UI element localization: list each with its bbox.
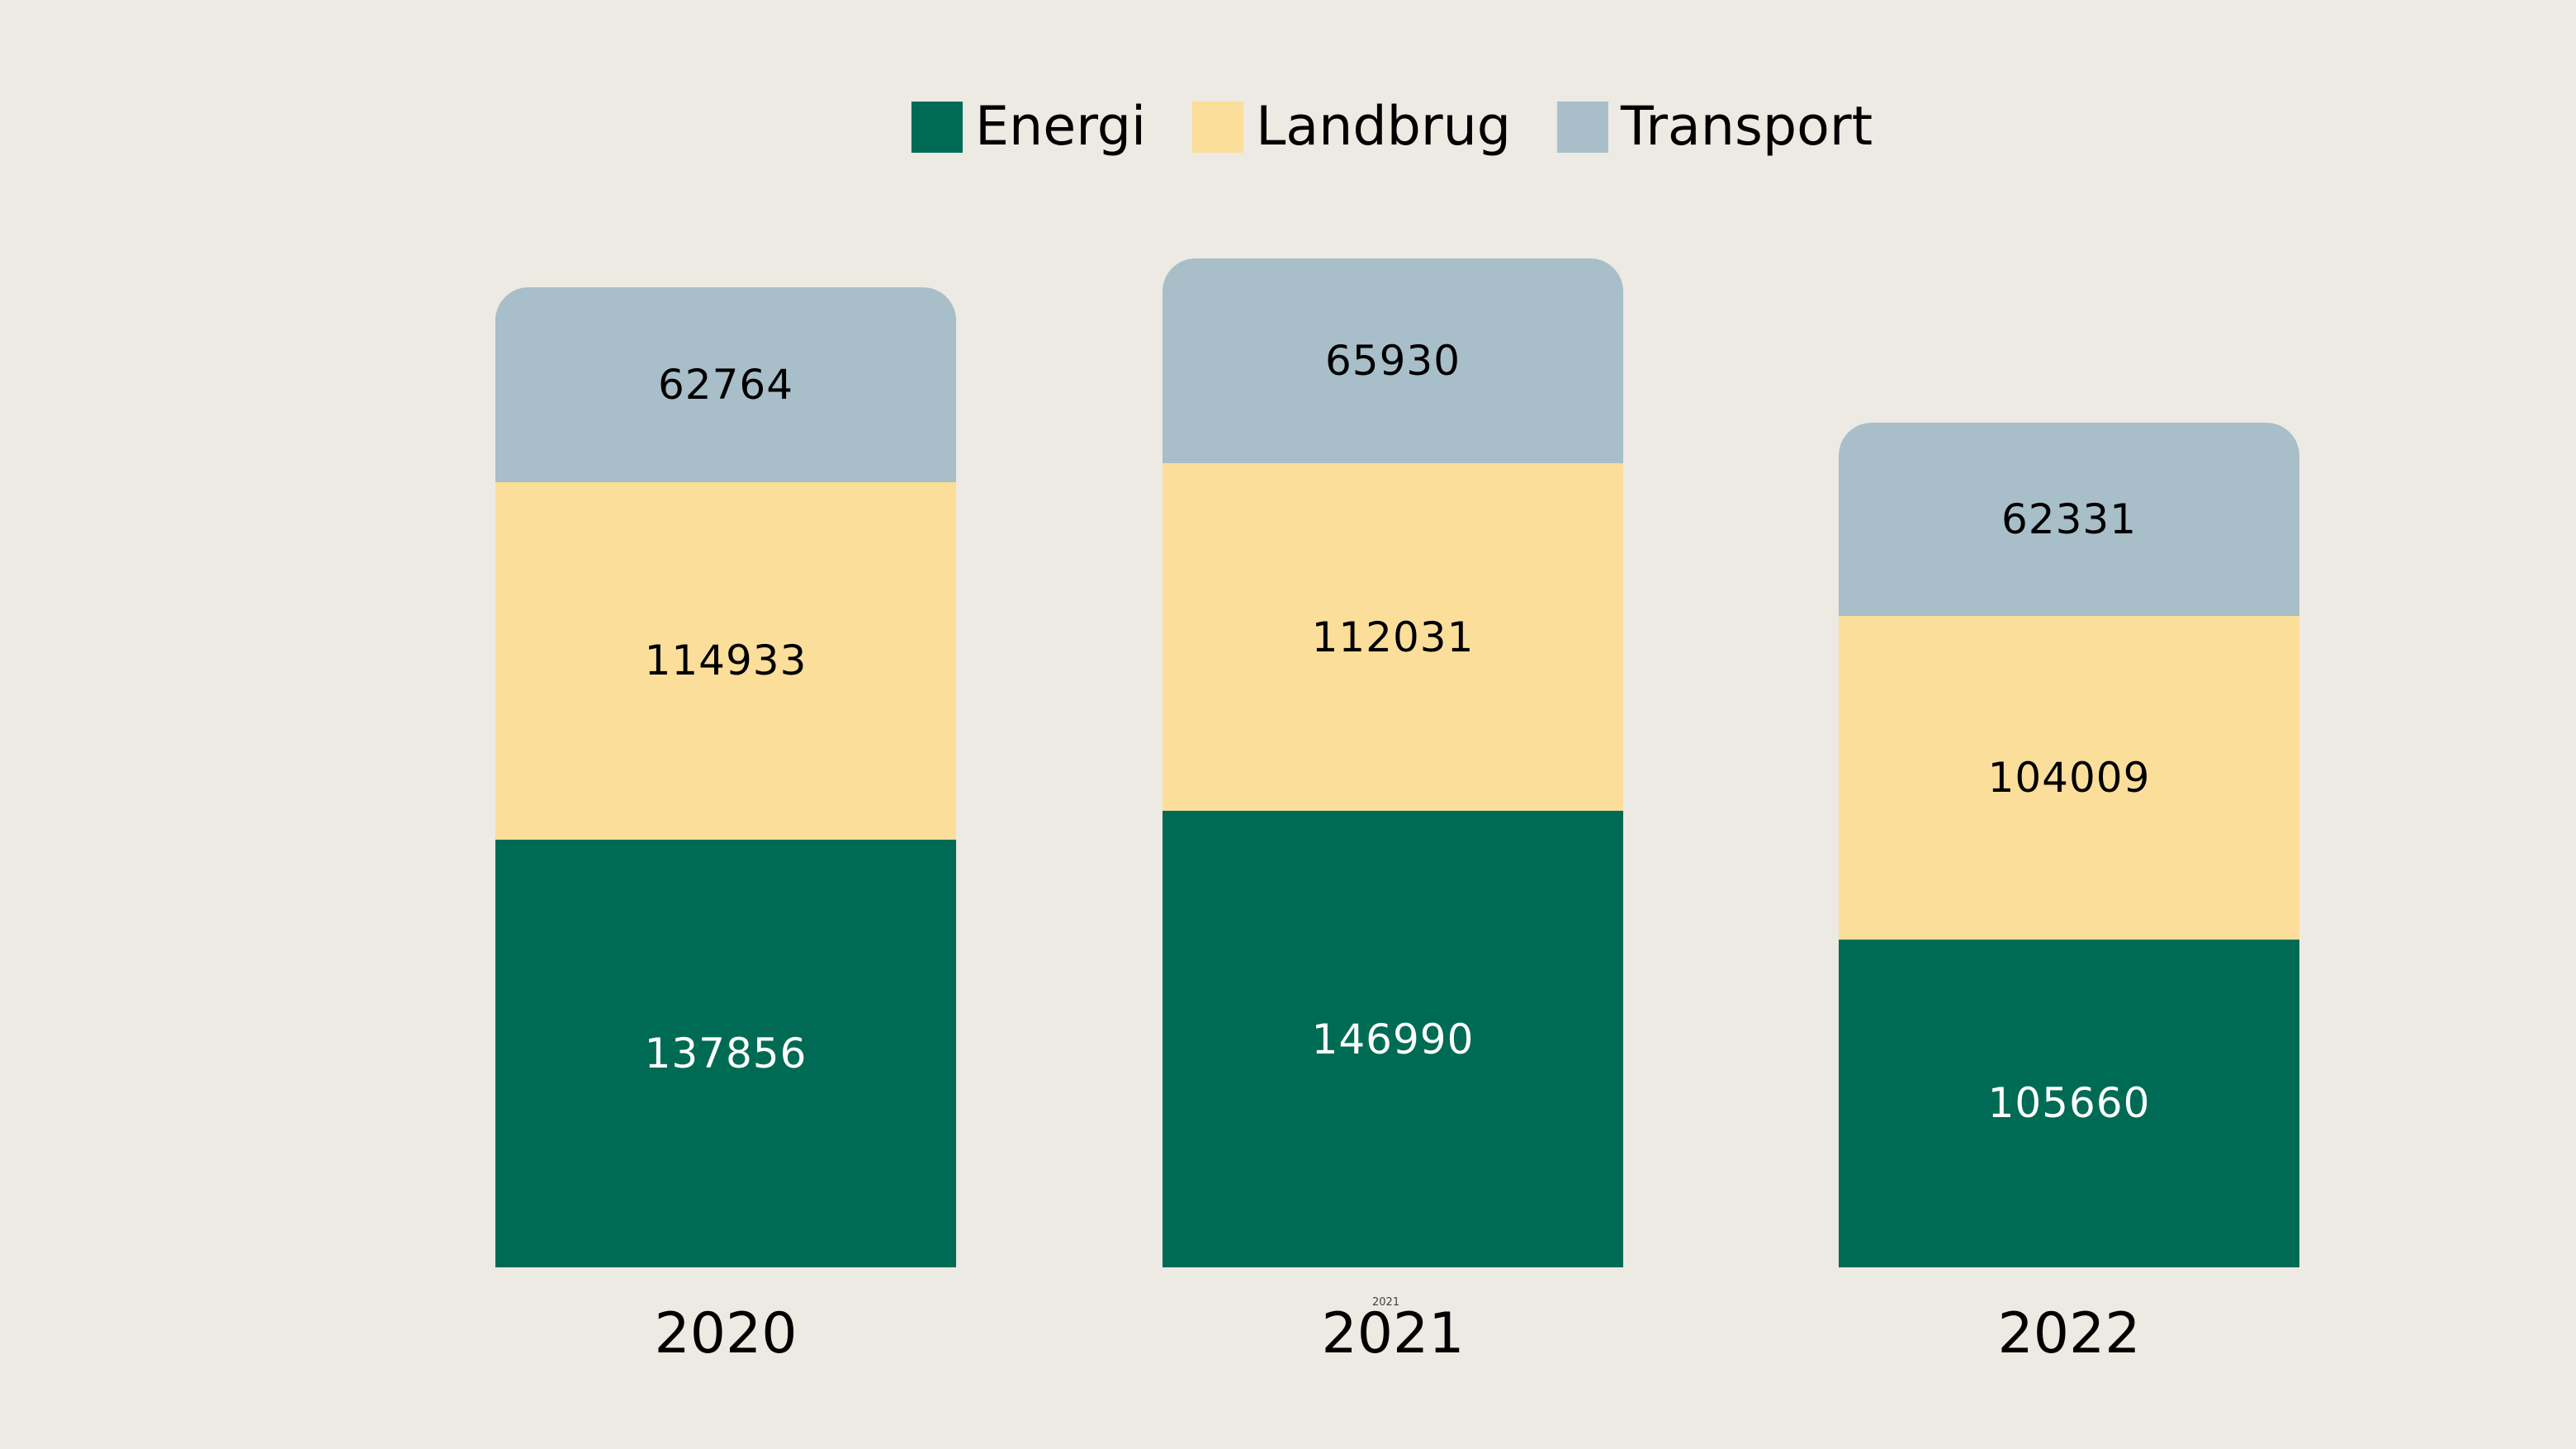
value-label-2021-energi: 146990 <box>1311 1015 1475 1063</box>
segment-2020-transport: 62764 <box>495 287 956 483</box>
legend-label-landbrug: Landbrug <box>1256 96 1512 158</box>
segment-2022-energi: 105660 <box>1839 939 2299 1267</box>
value-label-2021-landbrug: 112031 <box>1311 613 1475 661</box>
bar-column-2022: 62331 104009 105660 2022 <box>1839 0 2299 1449</box>
segment-2020-energi: 137856 <box>495 839 956 1267</box>
segment-2021-landbrug: 112031 <box>1163 462 1623 812</box>
x-axis-label-2021: 2021 <box>1321 1301 1465 1366</box>
segment-2021-energi: 146990 <box>1163 811 1623 1267</box>
x-axis-label-2022: 2022 <box>1997 1301 2141 1366</box>
bar-column-2021: 65930 112031 146990 2021 <box>1163 0 1623 1449</box>
bar-2022: 62331 104009 105660 <box>1839 423 2299 1267</box>
value-label-2022-landbrug: 104009 <box>1987 754 2151 803</box>
segment-2022-transport: 62331 <box>1839 423 2299 617</box>
bar-2020: 62764 114933 137856 <box>495 287 956 1267</box>
tiny-tick-label-artifact: 2021 <box>1372 1296 1400 1309</box>
legend-label-energi: Energi <box>974 96 1147 158</box>
x-axis-label-2020: 2020 <box>654 1301 798 1366</box>
legend-item-landbrug: Landbrug <box>1192 100 1511 154</box>
value-label-2020-landbrug: 114933 <box>644 637 807 685</box>
value-label-2021-transport: 65930 <box>1324 336 1461 385</box>
bar-column-2020: 62764 114933 137856 2020 <box>495 0 956 1449</box>
legend: Energi Landbrug Transport <box>911 96 1873 158</box>
segment-2021-transport: 65930 <box>1163 258 1623 463</box>
legend-swatch-transport <box>1557 101 1609 153</box>
legend-swatch-energi <box>911 101 963 153</box>
segment-2020-landbrug: 114933 <box>495 482 956 840</box>
legend-item-energi: Energi <box>911 96 1147 158</box>
value-label-2020-transport: 62764 <box>657 361 794 410</box>
value-label-2022-energi: 105660 <box>1987 1079 2151 1128</box>
legend-swatch-landbrug <box>1192 101 1244 153</box>
value-label-2020-energi: 137856 <box>644 1029 807 1077</box>
bar-2021: 65930 112031 146990 <box>1163 258 1623 1267</box>
legend-item-transport: Transport <box>1557 100 1873 154</box>
segment-2022-landbrug: 104009 <box>1839 616 2299 940</box>
value-label-2022-transport: 62331 <box>2001 495 2138 544</box>
legend-label-transport: Transport <box>1621 96 1873 158</box>
